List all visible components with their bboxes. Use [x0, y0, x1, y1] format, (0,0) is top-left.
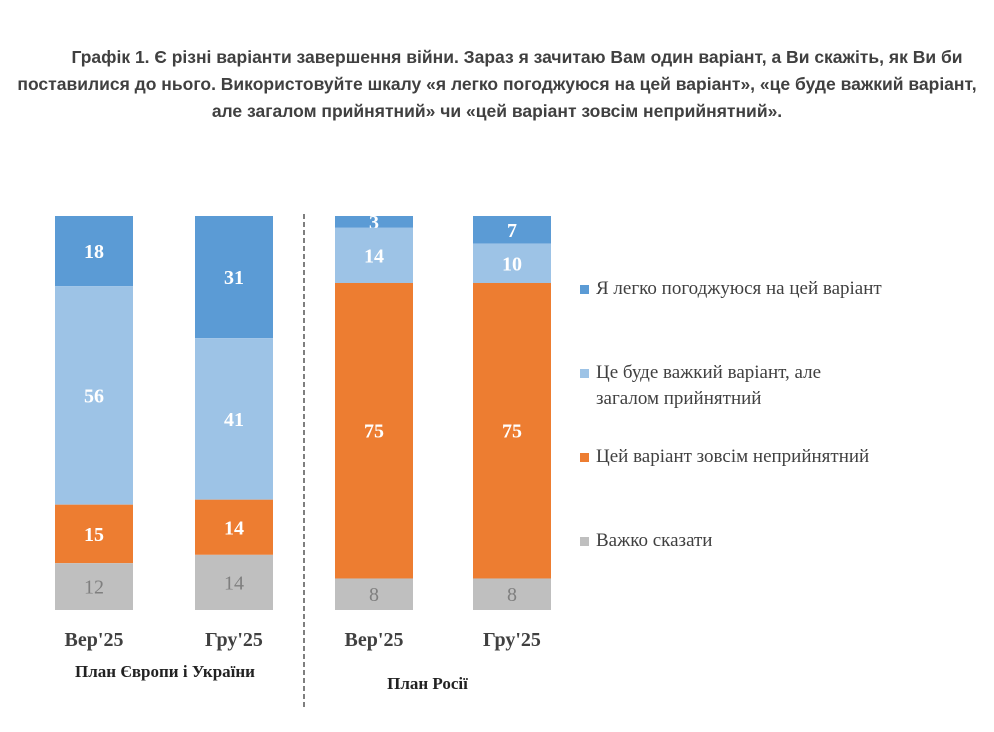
- data-label: 41: [224, 409, 244, 431]
- data-label: 14: [224, 517, 244, 539]
- legend-label: Це буде важкий варіант, але загалом прий…: [596, 362, 822, 409]
- data-label: 3: [369, 212, 379, 234]
- bar-segment: [195, 216, 273, 339]
- data-label: 56: [84, 385, 104, 407]
- legend-swatch: [580, 453, 589, 462]
- legend-swatch: [580, 369, 589, 378]
- legend-label: Цей варіант зовсім неприйнятний: [596, 446, 870, 467]
- bar-segment: [335, 216, 413, 228]
- x-tick-label: Гру'25: [483, 629, 541, 651]
- data-label: 7: [507, 220, 517, 242]
- data-label: 18: [84, 241, 104, 263]
- bar-segment: [335, 282, 413, 579]
- data-label: 8: [369, 584, 379, 606]
- bar-segment: [55, 216, 133, 287]
- data-label: 31: [224, 267, 244, 289]
- legend-item: Це буде важкий варіант, але загалом прий…: [580, 360, 940, 412]
- legend-item: Цей варіант зовсім неприйнятний: [580, 444, 940, 470]
- x-tick-label: Вер'25: [345, 629, 404, 651]
- bar-segment: [473, 578, 551, 610]
- group-label-russia: План Росії: [387, 674, 468, 693]
- data-label: 8: [507, 584, 517, 606]
- bar-segment: [55, 286, 133, 505]
- data-label: 15: [84, 524, 104, 546]
- chart-title: Графік 1. Є різні варіанти завершення ві…: [17, 47, 977, 121]
- data-label: 14: [364, 245, 384, 267]
- x-tick-label: Вер'25: [65, 629, 124, 651]
- bar-segment: [473, 216, 551, 244]
- legend-item: Я легко погоджуюся на цей варіант: [580, 276, 940, 302]
- bar-segment: [195, 554, 273, 610]
- legend-label: Я легко погоджуюся на цей варіант: [596, 278, 882, 299]
- bar-segment: [195, 338, 273, 500]
- x-tick-label: Гру'25: [205, 629, 263, 651]
- legend-swatch: [580, 285, 589, 294]
- bar-segment: [195, 499, 273, 555]
- data-label: 14: [224, 572, 244, 594]
- legend-swatch: [580, 537, 589, 546]
- bar-segment: [55, 504, 133, 564]
- group-label-europe-ukraine: План Європи і України: [75, 662, 255, 681]
- bar-segment: [55, 563, 133, 610]
- bar-segment: [473, 282, 551, 579]
- data-label: 75: [364, 421, 384, 443]
- bar-segment: [335, 227, 413, 283]
- data-label: 12: [84, 577, 104, 599]
- data-label: 75: [502, 421, 522, 443]
- legend-label: Важко сказати: [596, 530, 713, 551]
- bar-segment: [473, 243, 551, 283]
- bar-segment: [335, 578, 413, 610]
- legend-item: Важко сказати: [580, 528, 940, 554]
- data-label: 10: [502, 253, 522, 275]
